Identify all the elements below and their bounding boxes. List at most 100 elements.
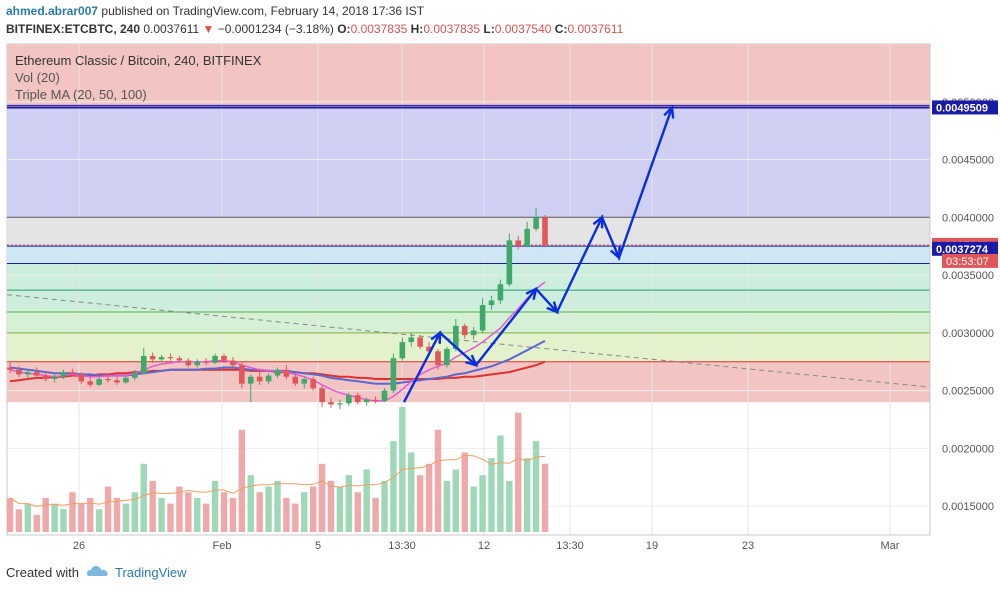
- volume-bar-42: [381, 480, 388, 532]
- last-price: 0.0037611: [143, 22, 200, 36]
- volume-bar-40: [363, 469, 370, 532]
- candle-body-10: [96, 379, 102, 385]
- trendline-layer: [6, 294, 931, 388]
- levels-layer: [7, 104, 930, 363]
- volume-bar-33: [301, 492, 308, 532]
- candle-body-11: [105, 379, 111, 381]
- arrowhead-2: [465, 354, 479, 368]
- volume-bar-59: [532, 441, 540, 532]
- volume-bar-10: [95, 509, 103, 532]
- volume-bar-16: [149, 480, 156, 532]
- volume-bar-52: [470, 486, 477, 532]
- candle-body-9: [87, 381, 94, 385]
- volume-bar-8: [78, 503, 85, 532]
- trendline: [6, 294, 931, 388]
- candle-body-52: [470, 330, 477, 336]
- candle-body-60: [542, 217, 548, 245]
- zone-5: [7, 309, 930, 333]
- candle-body-14: [132, 373, 138, 378]
- high-value: 0.0037835: [423, 22, 481, 36]
- candle-body-1: [16, 369, 22, 375]
- volume-bar-49: [443, 480, 451, 532]
- candle-body-42: [381, 390, 388, 401]
- candle-body-7: [69, 372, 76, 375]
- volume-bar-37: [336, 486, 344, 532]
- candle-body-4: [42, 375, 49, 380]
- candle-body-12: [114, 380, 120, 383]
- candle-body-26: [239, 365, 245, 384]
- time-axis: [7, 535, 930, 555]
- volume-bar-41: [372, 497, 379, 532]
- volume-bar-7: [69, 492, 76, 532]
- volume-bar-13: [122, 503, 130, 532]
- candle-body-55: [497, 284, 504, 301]
- x-tick-label-0: 26: [73, 540, 85, 552]
- open-label: O:: [337, 22, 351, 36]
- candle-body-13: [123, 377, 129, 383]
- candle-body-28: [256, 376, 263, 382]
- volume-bar-20: [185, 492, 192, 532]
- candle-body-18: [167, 357, 174, 359]
- countdown-box: [942, 253, 998, 268]
- projection-arrows-layer: [402, 104, 675, 403]
- price-change: −0.0001234 (−3.18%): [217, 22, 334, 36]
- candle-body-22: [203, 361, 209, 363]
- candle-body-30: [274, 369, 281, 376]
- y-tick-label-4: 0.0030000: [942, 328, 994, 340]
- candle-body-41: [372, 399, 379, 401]
- volume-bar-5: [51, 503, 58, 532]
- price-label-0: 0.0049509: [936, 102, 988, 114]
- volume-bar-53: [479, 475, 486, 532]
- volume-bar-34: [309, 486, 317, 532]
- legend-title: Ethereum Classic / Bitcoin, 240, BITFINE…: [15, 53, 262, 68]
- tradingview-brand-link[interactable]: TradingView: [114, 565, 187, 580]
- volume-bar-18: [167, 503, 174, 532]
- volume-bar-51: [461, 452, 468, 532]
- candle-body-16: [149, 355, 156, 360]
- triangle-down-icon: ▼: [202, 22, 215, 36]
- candle-body-25: [230, 360, 236, 366]
- candle-body-24: [221, 355, 227, 361]
- candle-body-45: [408, 337, 415, 343]
- arrowhead-3: [525, 286, 538, 300]
- price-label-box-2: [932, 241, 998, 256]
- zone-3: [7, 246, 930, 264]
- price-label-box-0: [932, 100, 998, 115]
- candle-body-19: [176, 358, 183, 361]
- candle-body-36: [328, 402, 334, 405]
- volume-bar-3: [33, 514, 40, 532]
- candle-body-57: [515, 240, 522, 247]
- volume-bar-48: [434, 429, 442, 532]
- volume-bar-55: [497, 435, 504, 532]
- volume-bar-58: [523, 458, 531, 532]
- username-link[interactable]: ahmed.abrar007: [6, 4, 99, 18]
- countdown-label: 03:53:07: [946, 256, 989, 268]
- open-value: 0.0037835: [350, 22, 408, 36]
- x-tick-label-2: 5: [315, 540, 321, 552]
- volume-bar-47: [425, 463, 433, 532]
- zone-4: [7, 263, 930, 310]
- volume-bar-6: [60, 509, 67, 532]
- candle-body-43: [390, 358, 397, 391]
- x-tick-label-7: 23: [742, 540, 754, 552]
- volume-bar-23: [211, 480, 219, 532]
- volume-bar-45: [408, 452, 415, 532]
- candle-body-20: [185, 360, 192, 366]
- volume-bar-36: [327, 480, 335, 532]
- volume-ma-line: [9, 454, 546, 507]
- low-label: L:: [483, 22, 495, 36]
- volume-bar-15: [140, 463, 147, 532]
- candle-body-38: [346, 395, 352, 404]
- candle-body-56: [506, 240, 513, 285]
- candle-body-8: [78, 374, 85, 382]
- volume-bar-4: [42, 497, 49, 532]
- x-tick-label-1: Feb: [213, 540, 232, 552]
- volume-bar-54: [488, 458, 495, 532]
- volume-bar-56: [506, 480, 513, 532]
- candle-body-29: [265, 375, 272, 382]
- candle-body-37: [337, 403, 343, 405]
- zone-0: [7, 44, 930, 108]
- candle-body-34: [310, 379, 316, 389]
- candle-body-48: [435, 351, 441, 366]
